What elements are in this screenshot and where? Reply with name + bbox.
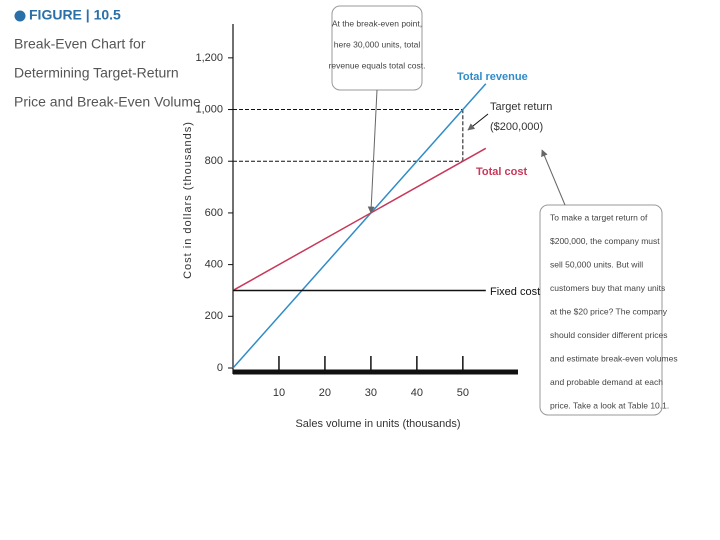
arrow <box>541 149 566 206</box>
x-tick-label: 20 <box>319 387 331 399</box>
x-tick-label: 10 <box>273 387 285 399</box>
series-line <box>232 83 487 369</box>
chart-title: Determining Target-Return <box>14 65 179 81</box>
annotation-text: $200,000, the company must <box>550 236 660 246</box>
x-tick-label: 30 <box>365 387 377 399</box>
arrow <box>367 89 378 214</box>
annotation-text: and estimate break-even volumes <box>550 353 678 363</box>
annotation-text: To make a target return of <box>550 212 648 222</box>
chart-title: Break-Even Chart for <box>14 36 146 52</box>
series-label: Total cost <box>476 166 527 178</box>
annotation-box <box>539 204 663 416</box>
target-return-label: Target return <box>490 101 552 113</box>
annotation-text: revenue equals total cost. <box>329 60 426 70</box>
annotation-text: should consider different prices <box>550 330 668 340</box>
annotation-text: at the $20 price? The company <box>550 306 668 316</box>
arrow <box>467 113 489 131</box>
y-tick-label: 800 <box>205 155 223 167</box>
series-label: Fixed cost <box>490 286 540 298</box>
annotation-text: customers buy that many units <box>550 283 665 293</box>
annotation-text: here 30,000 units, total <box>334 39 421 49</box>
y-tick-label: 600 <box>205 207 223 219</box>
y-axis-label: Cost in dollars (thousands) <box>182 121 194 279</box>
figure-icon <box>14 10 26 22</box>
x-tick-label: 40 <box>411 387 423 399</box>
annotation-text: and probable demand at each <box>550 377 663 387</box>
figure-label: FIGURE | 10.5 <box>29 7 121 23</box>
series-line <box>232 147 487 292</box>
y-tick-label: 0 <box>217 362 223 374</box>
annotation-text: sell 50,000 units. But will <box>550 259 643 269</box>
annotation-text: At the break-even point, <box>332 18 422 28</box>
x-axis-label: Sales volume in units (thousands) <box>295 418 460 430</box>
y-tick-label: 1,000 <box>195 103 223 115</box>
target-return-label: ($200,000) <box>490 121 543 133</box>
y-tick-label: 1,200 <box>195 52 223 64</box>
chart-title: Price and Break-Even Volume <box>14 94 201 110</box>
y-tick-label: 400 <box>205 259 223 271</box>
series-label: Total revenue <box>457 71 528 83</box>
y-tick-label: 200 <box>205 310 223 322</box>
x-tick-label: 50 <box>457 387 469 399</box>
annotation-text: price. Take a look at Table 10.1. <box>550 400 669 410</box>
